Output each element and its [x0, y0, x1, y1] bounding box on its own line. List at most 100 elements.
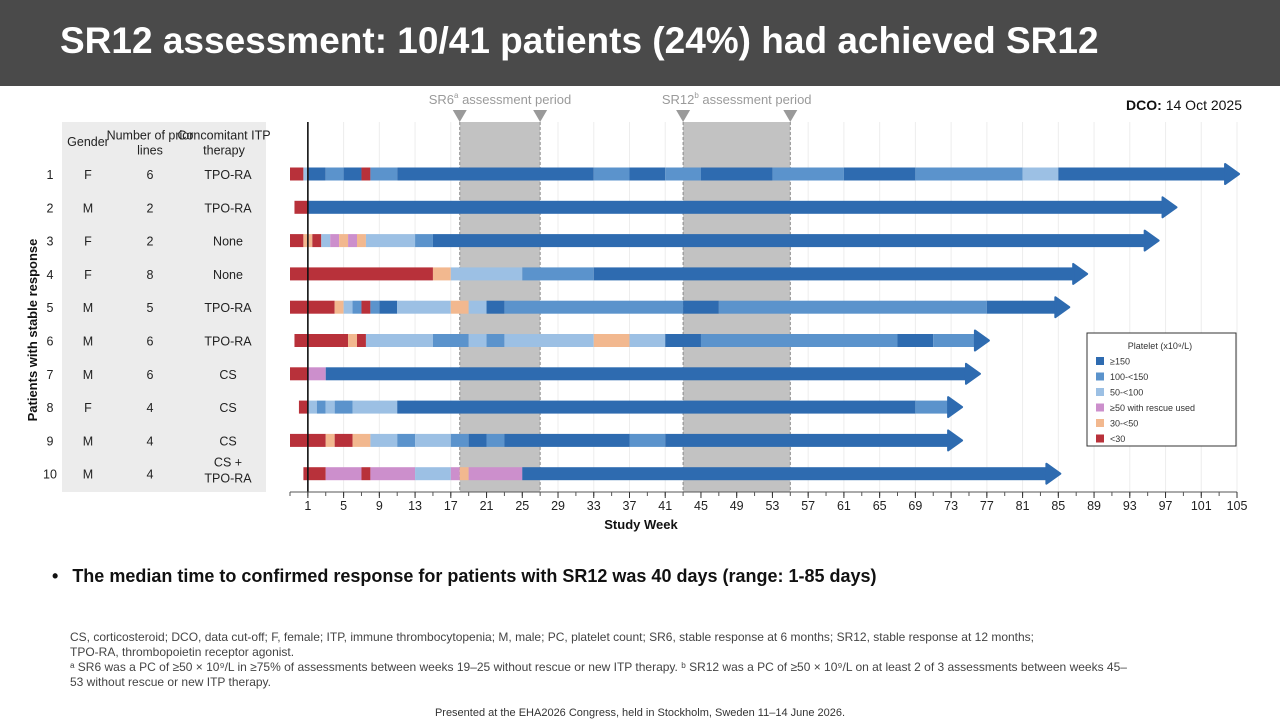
platelet-segment — [504, 300, 684, 314]
patient-therapy: TPO-RA — [204, 168, 252, 182]
patient-gender: M — [83, 368, 93, 382]
platelet-segment — [415, 433, 451, 447]
platelet-segment — [294, 334, 349, 347]
x-tick-label: 29 — [551, 499, 565, 513]
platelet-segment — [486, 433, 505, 447]
patient-id: 4 — [47, 268, 54, 282]
platelet-segment — [361, 467, 371, 481]
patient-prior-lines: 5 — [147, 301, 154, 315]
patient-gender: F — [84, 401, 92, 415]
platelet-segment — [468, 300, 487, 314]
ongoing-arrow-icon — [973, 329, 990, 352]
legend-label: 100-<150 — [1110, 372, 1148, 382]
patient-id: 3 — [47, 235, 54, 249]
slide-title: SR12 assessment: 10/41 patients (24%) ha… — [60, 20, 1099, 61]
x-tick-label: 97 — [1159, 499, 1173, 513]
platelet-segment — [361, 167, 371, 181]
platelet-segment — [370, 167, 398, 181]
x-tick-label: 25 — [515, 499, 529, 513]
patient-therapy: TPO-RA — [204, 335, 252, 349]
legend-swatch — [1096, 419, 1104, 427]
header-gender: Gender — [67, 135, 109, 149]
platelet-segment — [343, 167, 362, 181]
ongoing-arrow-icon — [1224, 163, 1241, 185]
footnote-line: CS, corticosteroid; DCO, data cut-off; F… — [70, 630, 1035, 644]
x-tick-label: 13 — [408, 499, 422, 513]
platelet-segment — [522, 467, 1050, 481]
footnote-line: TPO-RA, thrombopoietin receptor agonist. — [70, 645, 295, 659]
x-tick-label: 17 — [444, 499, 458, 513]
legend-title: Platelet (x10⁹/L) — [1128, 341, 1192, 351]
x-axis-title: Study Week — [604, 517, 678, 532]
platelet-segment — [325, 467, 362, 481]
assessment-period-label: SR12b assessment period — [662, 91, 812, 107]
platelet-segment — [432, 334, 469, 347]
x-tick-label: 9 — [376, 499, 383, 513]
patient-prior-lines: 6 — [147, 368, 154, 382]
header-concomitant-therapy: Concomitant ITP — [177, 129, 270, 143]
patient-gender: F — [84, 268, 92, 282]
platelet-segment — [665, 167, 701, 181]
platelet-segment — [468, 467, 523, 481]
platelet-segment — [325, 433, 335, 447]
x-tick-label: 101 — [1191, 499, 1212, 513]
patient-row-4: 4 F 8 None — [47, 262, 1089, 285]
platelet-segment — [629, 334, 666, 347]
key-finding-bullet: • The median time to confirmed response f… — [52, 566, 877, 587]
platelet-segment — [1058, 167, 1229, 181]
x-tick-label: 89 — [1087, 499, 1101, 513]
platelet-segment — [290, 167, 304, 181]
ongoing-arrow-icon — [1072, 262, 1089, 285]
patient-prior-lines: 2 — [147, 235, 154, 249]
platelet-segment — [897, 334, 934, 347]
x-tick-label: 21 — [480, 499, 494, 513]
platelet-segment — [593, 334, 630, 347]
platelet-segment — [986, 300, 1059, 314]
assessment-marker-icon — [452, 110, 467, 122]
patient-prior-lines: 6 — [147, 335, 154, 349]
platelet-segment — [325, 167, 344, 181]
platelet-segment — [700, 167, 773, 181]
patient-prior-lines: 2 — [147, 201, 154, 215]
platelet-segment — [432, 234, 1148, 248]
x-tick-label: 41 — [658, 499, 672, 513]
footnote-line: 53 without rescue or new ITP therapy. — [70, 675, 271, 689]
platelet-segment — [370, 467, 416, 481]
platelet-segment — [450, 300, 469, 314]
legend-swatch — [1096, 434, 1104, 443]
platelet-segment — [325, 400, 335, 414]
ongoing-arrow-icon — [947, 429, 964, 452]
platelet-segment — [683, 300, 719, 314]
platelet-segment — [486, 300, 505, 314]
legend-swatch — [1096, 357, 1104, 365]
x-tick-label: 33 — [587, 499, 601, 513]
ongoing-arrow-icon — [964, 362, 981, 385]
x-tick-label: 1 — [304, 499, 311, 513]
header-prior-lines: Number of prior — [107, 129, 194, 143]
patient-id: 10 — [43, 468, 57, 482]
platelet-segment — [365, 234, 416, 248]
patient-id: 1 — [47, 168, 54, 182]
patient-id: 6 — [47, 335, 54, 349]
patient-row-3: 3 F 2 None — [47, 229, 1160, 252]
platelet-segment — [468, 433, 487, 447]
platelet-segment — [352, 300, 362, 314]
key-finding-text: The median time to confirmed response fo… — [72, 566, 877, 586]
platelet-segment — [486, 334, 505, 347]
patient-therapy: CS + — [214, 456, 242, 470]
platelet-segment — [303, 167, 308, 181]
slide-header: SR12 assessment: 10/41 patients (24%) ha… — [0, 0, 1280, 86]
x-tick-label: 37 — [623, 499, 637, 513]
platelet-segment — [504, 334, 594, 347]
platelet-segment — [915, 167, 1023, 181]
platelet-segment — [665, 334, 701, 347]
patient-gender: M — [83, 335, 93, 349]
patient-gender: F — [84, 235, 92, 249]
platelet-segment — [334, 433, 353, 447]
platelet-segment — [915, 400, 952, 414]
ongoing-arrow-icon — [947, 396, 964, 419]
patient-gender: M — [83, 201, 93, 215]
ongoing-arrow-icon — [1143, 229, 1160, 252]
patient-prior-lines: 4 — [147, 468, 154, 482]
platelet-segment — [307, 367, 326, 381]
